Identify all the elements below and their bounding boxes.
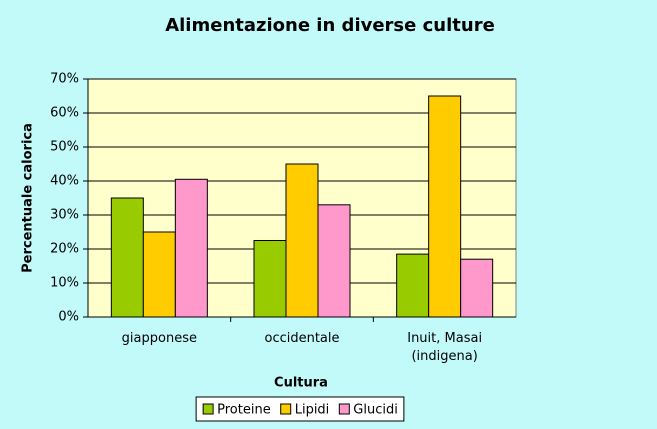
y-tick-label: 40% (50, 174, 79, 189)
x-tick-label: Inuit, Masai (indigena) (407, 331, 483, 364)
x-tick-label: giapponese (121, 331, 197, 346)
legend-label: Proteine (217, 403, 271, 418)
bar (253, 240, 287, 318)
bar (174, 178, 208, 318)
bar (428, 95, 462, 318)
bar (110, 197, 144, 318)
x-axis-label: Cultura (274, 376, 328, 391)
bar (460, 258, 494, 318)
bar (142, 231, 176, 318)
y-tick-label: 0% (58, 310, 79, 325)
legend-swatch (280, 403, 292, 415)
y-axis-label: Percentuale calorica (21, 123, 36, 273)
x-tick-label: occidentale (264, 331, 340, 346)
y-tick-label: 50% (50, 140, 79, 155)
y-tick-label: 70% (50, 72, 79, 87)
y-tick-label: 60% (50, 106, 79, 121)
y-tick-label: 30% (50, 208, 79, 223)
bar (396, 253, 430, 318)
legend-box (195, 396, 405, 422)
legend-swatch (202, 403, 214, 415)
chart-title: Alimentazione in diverse culture (165, 15, 495, 36)
legend-label: Lipidi (295, 403, 330, 418)
legend-swatch (338, 403, 350, 415)
legend: Proteine Lipidi Glucidi (195, 396, 405, 422)
legend-label: Glucidi (353, 403, 398, 418)
y-tick-label: 10% (50, 276, 79, 291)
bar (317, 204, 351, 318)
y-tick-label: 20% (50, 242, 79, 257)
bar (285, 163, 319, 318)
